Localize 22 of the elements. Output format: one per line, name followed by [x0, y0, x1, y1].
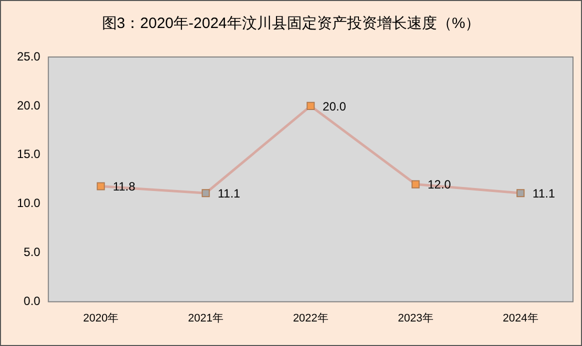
y-tick-label: 5.0	[24, 245, 41, 260]
point	[202, 189, 210, 198]
data-label: 11.1	[532, 186, 556, 200]
x-tick-label: 2022年	[292, 312, 328, 324]
point	[412, 180, 420, 188]
x-tick-label: 2023年	[398, 312, 434, 324]
y-tick-label: 15.0	[16, 147, 41, 162]
y-tick-label: 0.0	[24, 294, 41, 308]
data-label: 12.0	[428, 178, 452, 192]
point	[96, 182, 105, 190]
y-tick-label: 20.0	[16, 98, 41, 112]
y-tick-label: 10.0	[16, 196, 41, 210]
chart-title: 图3：2020年-2024年汶川县固定资产投资增长速度（%）	[102, 15, 480, 32]
data-label: 11.8	[112, 180, 136, 194]
point	[516, 189, 525, 198]
x-tick-label: 2020年	[83, 312, 119, 324]
x-tick-label: 2021年	[188, 312, 224, 324]
data-label: 11.1	[218, 186, 241, 200]
x-tick-label: 2024年	[502, 312, 538, 324]
point	[306, 102, 315, 110]
y-tick-label: 25.0	[16, 49, 41, 64]
data-label: 20.0	[322, 99, 346, 114]
